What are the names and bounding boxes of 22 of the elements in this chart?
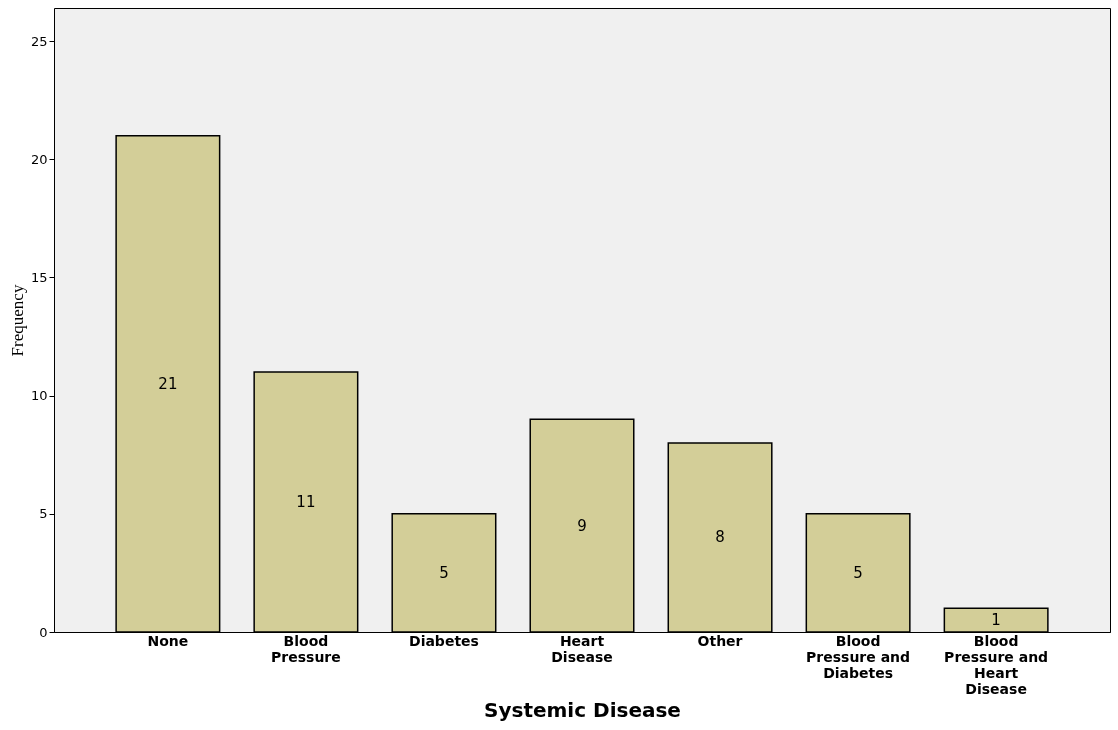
x-tick-label: Blood Pressure and Heart Disease: [944, 632, 1049, 697]
x-tick-label: Other: [697, 632, 743, 649]
y-tick-label: 20: [30, 151, 48, 167]
y-tick-label: 10: [30, 388, 48, 404]
y-tick-label: 25: [30, 33, 48, 49]
x-axis-title: Systemic Disease: [484, 697, 681, 722]
y-tick-label: 5: [39, 506, 48, 522]
y-tick-label: 15: [30, 269, 48, 285]
data-label: 5: [853, 563, 863, 582]
data-label: 9: [577, 516, 587, 535]
y-axis-title: Frequency: [7, 284, 27, 357]
data-label: 5: [439, 563, 449, 582]
x-tick-label: Diabetes: [409, 632, 479, 649]
data-label: 11: [296, 493, 316, 511]
data-label: 8: [715, 528, 725, 547]
data-label: 21: [158, 374, 178, 393]
x-tick-label: Blood Pressure: [271, 632, 341, 665]
data-label: 1: [991, 611, 1001, 630]
x-tick-label: None: [147, 632, 189, 649]
y-tick-label: 0: [39, 624, 48, 640]
x-tick-label: Blood Pressure and Diabetes: [806, 632, 911, 681]
x-tick-label: Heart Disease: [551, 632, 613, 665]
